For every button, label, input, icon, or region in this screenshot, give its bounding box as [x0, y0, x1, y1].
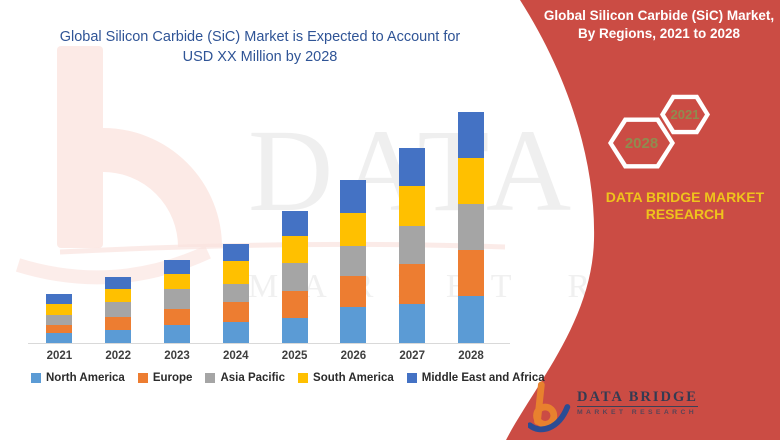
x-tick-label: 2028 — [458, 350, 484, 362]
bar-segment — [340, 307, 367, 343]
bar-segment — [281, 291, 308, 318]
legend-marker — [298, 373, 309, 383]
bar-segment — [105, 289, 132, 302]
brand-text-line2: RESEARCH — [645, 205, 725, 222]
legend-item: Middle East and Africa — [406, 372, 545, 384]
legend-item: Europe — [137, 372, 193, 384]
legend-marker — [137, 373, 148, 383]
chart-title-line1: Global Silicon Carbide (SiC) Market is E… — [59, 29, 461, 45]
chart-title: Global Silicon Carbide (SiC) Market is E… — [25, 27, 495, 67]
chart-title-line2: USD XX Million by 2028 — [182, 49, 338, 65]
x-tick-label: 2025 — [281, 350, 308, 362]
data-bridge-logo: DATA BRIDGE MARKET RESEARCH — [528, 381, 698, 433]
bar-segment — [281, 263, 308, 291]
panel-title: Global Silicon Carbide (SiC) Market, By … — [538, 7, 780, 42]
x-axis-line — [28, 343, 510, 344]
legend-marker — [205, 373, 216, 383]
logo-subtitle: MARKET RESEARCH — [577, 409, 698, 416]
bar-segment — [399, 186, 426, 226]
bar-segment — [458, 112, 484, 158]
bar-segment — [105, 330, 132, 343]
bar-segment — [46, 315, 73, 325]
legend-item: South America — [298, 372, 394, 384]
legend-label: Asia Pacific — [220, 372, 286, 384]
bar-segment — [164, 260, 190, 274]
panel-title-line1: Global Silicon Carbide (SiC) Market, — [543, 8, 775, 23]
bar-segment — [46, 294, 73, 304]
hexagon-2028-year: 2028 — [624, 134, 659, 152]
x-tick-label: 2022 — [105, 350, 131, 362]
bar-segment — [399, 226, 426, 264]
legend-item: Asia Pacific — [205, 372, 285, 384]
legend-marker — [406, 373, 417, 383]
bar-segment — [340, 276, 367, 307]
legend-label: Middle East and Africa — [421, 372, 545, 384]
x-tick-label: 2023 — [164, 350, 190, 362]
legend: North America Europe Asia Pacific South Ame… — [31, 372, 545, 384]
panel-title-line2: By Regions, 2021 to 2028 — [577, 25, 741, 41]
bar-segment — [105, 302, 132, 317]
hexagon-2021: 2021 — [660, 94, 710, 135]
bar-segment — [399, 148, 426, 186]
bar-segment — [222, 322, 249, 343]
data-bridge-b-icon — [528, 381, 571, 433]
bar-segment — [340, 246, 367, 276]
bar-segment — [222, 261, 249, 284]
logo-name: DATA BRIDGE — [577, 389, 698, 407]
bar-segment — [281, 211, 308, 236]
legend-label: South America — [313, 372, 394, 384]
brand-text-line1: DATA BRIDGE MARKET — [605, 189, 765, 205]
x-tick-label: 2021 — [46, 350, 73, 362]
bar-segment — [399, 304, 426, 343]
bar-segment — [222, 284, 249, 302]
x-tick-label: 2027 — [399, 350, 425, 362]
bar-segment — [46, 325, 73, 333]
bar-segment — [222, 244, 249, 261]
bar-segment — [458, 296, 484, 343]
bar-segment — [399, 264, 426, 304]
brand-text: DATA BRIDGE MARKET RESEARCH — [590, 189, 780, 222]
bar-segment — [281, 318, 308, 343]
x-tick-label: 2024 — [223, 350, 249, 362]
legend-marker — [31, 373, 41, 383]
bar-segment — [164, 274, 190, 289]
bar-segment — [164, 325, 190, 343]
bar-segment — [222, 302, 249, 322]
bar-segment — [105, 317, 132, 330]
legend-item: North America — [31, 372, 125, 384]
bar-segment — [340, 180, 367, 213]
bar-segment — [281, 236, 308, 263]
x-tick-label: 2026 — [340, 350, 367, 362]
hexagon-2028: 2028 — [608, 117, 675, 169]
bar-segment — [164, 309, 190, 325]
bar-segment — [46, 304, 73, 315]
legend-label: North America — [46, 372, 125, 384]
bar-segment — [458, 250, 484, 296]
bar-segment — [46, 333, 73, 343]
bar-segment — [340, 213, 367, 246]
bar-segment — [458, 158, 484, 204]
hexagon-2021-year: 2021 — [670, 107, 700, 122]
bar-segment — [164, 289, 190, 309]
legend-label: Europe — [152, 372, 193, 384]
bar-segment — [105, 277, 132, 289]
bar-segment — [458, 204, 484, 250]
